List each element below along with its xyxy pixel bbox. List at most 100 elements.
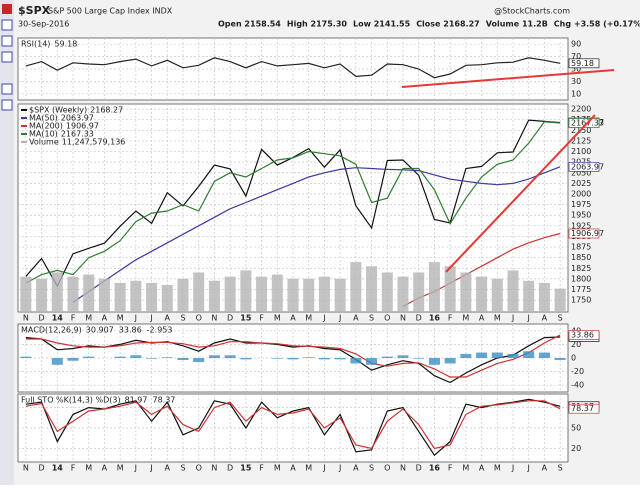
y-tick-label: 20	[571, 444, 581, 453]
legend-name: $SPX (Weekly)	[29, 106, 87, 115]
y-tick-label: 1750	[571, 296, 591, 305]
tool-icon[interactable]	[1, 99, 13, 111]
x-tick-label: M	[274, 464, 281, 473]
x-tick-label: J	[511, 314, 514, 323]
x-tick-label: A	[290, 314, 296, 323]
bar	[538, 282, 550, 312]
x-tick-label: D	[38, 464, 44, 473]
legend-value: 2167.33	[61, 130, 94, 139]
y-tick-label: 2025	[571, 179, 591, 188]
bar	[491, 352, 503, 358]
trendline	[445, 114, 596, 273]
x-tick-label: S	[369, 464, 374, 473]
toolbar	[0, 0, 14, 485]
bar	[413, 272, 425, 312]
bar	[224, 276, 236, 312]
bar	[366, 358, 378, 365]
bar	[146, 358, 158, 359]
y-tick-label: 2200	[571, 105, 591, 114]
bar	[20, 276, 32, 312]
bar	[240, 270, 252, 312]
y-tick-label: 1925	[571, 221, 591, 230]
bar	[271, 358, 283, 359]
x-tick-label: M	[494, 314, 501, 323]
x-tick-label: N	[400, 464, 406, 473]
legend-name: Volume	[29, 138, 59, 147]
value-tag-label: 2063.97	[571, 162, 604, 171]
y-tick-label: 1950	[571, 211, 591, 220]
tool-icon[interactable]	[1, 83, 13, 95]
x-tick-label: D	[227, 314, 233, 323]
value-tag	[568, 330, 600, 340]
bar	[83, 356, 95, 358]
legend-value: 30.907	[86, 326, 114, 335]
y-tick-label: 1800	[571, 274, 591, 283]
x-tick-label: D	[38, 314, 44, 323]
bar	[444, 266, 456, 312]
series-line	[25, 400, 561, 450]
x-tick-label: D	[416, 314, 422, 323]
y-tick-label: 2125	[571, 136, 591, 145]
bar	[161, 284, 173, 312]
x-tick-label: F	[71, 464, 76, 473]
x-tick-label: 16	[429, 464, 441, 473]
x-tick-label: J	[527, 314, 530, 323]
bar	[67, 358, 79, 361]
x-tick-label: A	[165, 314, 171, 323]
x-tick-label: M	[462, 314, 469, 323]
bar	[303, 357, 315, 358]
bar	[381, 356, 393, 358]
y-tick-label: 90	[571, 40, 581, 49]
bar	[287, 358, 299, 360]
value-tag	[568, 228, 600, 239]
tool-icon[interactable]	[1, 51, 13, 63]
bar	[413, 358, 425, 359]
series-line	[72, 166, 561, 303]
x-tick-label: O	[384, 314, 390, 323]
bar	[98, 278, 110, 312]
legend-title: MACD(12,26,9)	[21, 326, 82, 335]
y-tick-label: 10	[571, 89, 581, 98]
x-tick-label: O	[196, 464, 202, 473]
x-tick-label: A	[479, 314, 485, 323]
bar	[224, 355, 236, 358]
x-tick-label: J	[322, 464, 325, 473]
x-tick-label: J	[338, 464, 341, 473]
tool-icon[interactable]	[1, 19, 13, 31]
bar	[334, 278, 346, 312]
x-tick-label: M	[305, 314, 312, 323]
tool-icon[interactable]	[2, 4, 12, 14]
legend-title: Full STO %K(14,3) %D(3)	[21, 396, 121, 405]
bar	[177, 358, 189, 361]
bar	[303, 278, 315, 312]
panel	[17, 37, 569, 101]
date: 30-Sep-2016	[18, 20, 69, 29]
bar	[554, 288, 566, 312]
x-tick-label: J	[527, 464, 530, 473]
bar	[20, 356, 32, 358]
x-tick-label: M	[117, 314, 124, 323]
value-tag	[568, 403, 600, 414]
bar	[476, 352, 488, 358]
x-tick-label: A	[165, 464, 171, 473]
bar	[83, 274, 95, 312]
y-tick-label: -20	[571, 367, 584, 376]
x-tick-label: N	[211, 314, 217, 323]
x-tick-label: J	[149, 464, 152, 473]
x-tick-label: J	[134, 314, 137, 323]
tool-icon[interactable]	[1, 35, 13, 47]
y-tick-label: 50	[571, 424, 581, 433]
bar	[397, 355, 409, 358]
bar	[177, 278, 189, 312]
bar	[397, 276, 409, 312]
x-tick-label: O	[384, 464, 390, 473]
y-tick-label: 1775	[571, 285, 591, 294]
bar	[507, 353, 519, 358]
bar	[507, 270, 519, 312]
bar	[161, 357, 173, 358]
value-tag-label: 33.86	[571, 330, 594, 339]
legend-value: -2.953	[147, 326, 173, 335]
x-tick-label: D	[227, 464, 233, 473]
bar	[130, 355, 142, 358]
